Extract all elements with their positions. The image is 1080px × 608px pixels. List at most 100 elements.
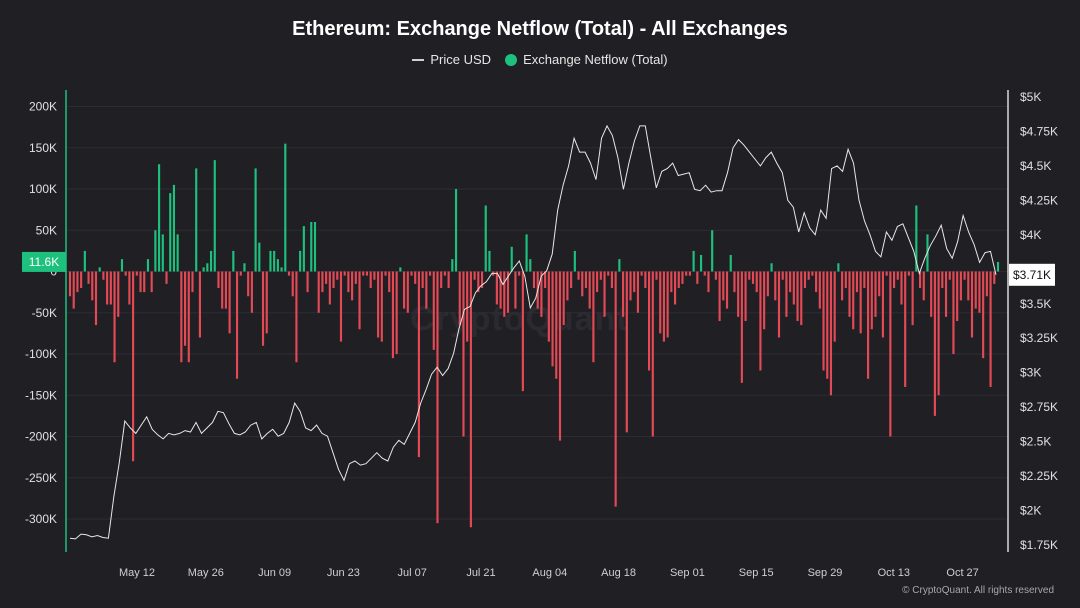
netflow-bar — [714, 271, 717, 280]
current-price-marker — [1009, 263, 1055, 286]
current-netflow-label: 11.6K — [29, 255, 59, 269]
netflow-bar — [384, 271, 387, 276]
netflow-bar — [952, 271, 955, 354]
legend-label-netflow: Exchange Netflow (Total) — [523, 52, 668, 67]
y-right-tick-label: $4.5K — [1020, 159, 1051, 173]
x-tick-label: Oct 27 — [946, 567, 978, 579]
netflow-bar — [766, 271, 769, 297]
netflow-bar — [287, 271, 291, 276]
y-right-tick-label: $4.25K — [1020, 193, 1058, 207]
netflow-bar — [250, 271, 253, 313]
netflow-bar — [777, 271, 781, 338]
netflow-bar — [432, 271, 435, 350]
netflow-bar — [614, 271, 617, 507]
netflow-bar — [113, 271, 116, 363]
netflow-bar — [380, 271, 383, 342]
netflow-bar — [892, 271, 896, 288]
netflow-bar — [302, 226, 305, 272]
y-right-tick-label: $2K — [1020, 504, 1041, 518]
netflow-bar — [725, 271, 729, 309]
netflow-bar — [841, 271, 844, 301]
netflow-bar — [180, 271, 183, 363]
netflow-bar — [224, 271, 227, 309]
netflow-bar — [566, 271, 569, 301]
x-tick-label: Oct 13 — [878, 567, 910, 579]
netflow-bar — [748, 271, 751, 280]
netflow-bar — [785, 271, 788, 317]
netflow-bar — [451, 259, 454, 272]
netflow-bar — [243, 263, 246, 272]
netflow-bar — [900, 271, 903, 305]
netflow-bar — [143, 271, 146, 293]
netflow-bar — [755, 271, 758, 293]
netflow-bar — [280, 267, 283, 272]
netflow-bar — [555, 271, 558, 379]
netflow-bar — [796, 271, 799, 321]
netflow-bar — [488, 250, 491, 272]
netflow-bar — [699, 255, 703, 272]
netflow-bar — [154, 230, 157, 272]
netflow-bar — [306, 271, 309, 293]
netflow-bar — [885, 271, 888, 276]
netflow-bar — [187, 271, 190, 363]
netflow-bar — [647, 271, 651, 371]
x-tick-label: Jun 09 — [258, 567, 291, 579]
netflow-bar — [91, 271, 94, 301]
netflow-bar — [666, 271, 669, 338]
netflow-bar — [855, 271, 859, 293]
netflow-bar — [970, 271, 974, 338]
netflow-bar — [399, 267, 402, 272]
netflow-bar — [529, 259, 532, 272]
netflow-bar — [284, 143, 287, 272]
netflow-bar — [696, 271, 699, 284]
netflow-bar — [584, 271, 588, 288]
netflow-bar — [120, 259, 124, 272]
netflow-bar — [165, 271, 168, 284]
netflow-bar — [339, 271, 343, 342]
y-right-tick-label: $5K — [1020, 90, 1041, 104]
netflow-bar — [781, 271, 784, 280]
netflow-bar — [889, 271, 892, 437]
netflow-bar — [818, 271, 821, 309]
netflow-bar — [844, 271, 847, 288]
netflow-bar — [722, 271, 725, 301]
netflow-bar — [625, 271, 628, 433]
netflow-bar — [161, 234, 164, 272]
netflow-bar — [313, 222, 317, 272]
netflow-bar — [232, 250, 235, 272]
netflow-bar — [343, 271, 346, 276]
netflow-bar — [514, 271, 517, 309]
netflow-bar — [87, 271, 90, 284]
netflow-bar — [403, 271, 406, 309]
netflow-bar — [540, 271, 543, 317]
netflow-bar — [558, 271, 562, 441]
x-tick-label: Sep 29 — [808, 567, 843, 579]
price-line — [69, 124, 997, 540]
netflow-bar — [640, 271, 643, 276]
netflow-bar — [662, 271, 665, 342]
netflow-bar — [633, 271, 636, 293]
netflow-bar — [321, 271, 324, 293]
y-left-tick-label: 200K — [29, 100, 57, 114]
netflow-bar — [109, 271, 112, 305]
y-left-tick-label: 150K — [29, 141, 57, 155]
netflow-bar — [867, 271, 870, 379]
netflow-bar — [276, 259, 279, 272]
netflow-bar — [603, 271, 606, 317]
netflow-bar — [933, 271, 936, 416]
netflow-bar — [68, 271, 72, 297]
netflow-bar — [395, 271, 398, 354]
netflow-bar — [636, 271, 640, 313]
netflow-bar — [373, 271, 376, 280]
netflow-bar — [852, 271, 855, 330]
legend-item-netflow[interactable]: Exchange Netflow (Total) — [505, 52, 668, 67]
legend-item-price[interactable]: Price USD — [412, 52, 491, 67]
x-tick-label: Sep 01 — [670, 567, 705, 579]
netflow-bar — [518, 271, 521, 276]
netflow-bar — [551, 271, 554, 367]
netflow-bar — [310, 222, 313, 272]
netflow-bar — [562, 271, 565, 326]
netflow-bar — [365, 271, 369, 276]
netflow-bar — [440, 271, 443, 288]
netflow-bar — [870, 271, 873, 330]
